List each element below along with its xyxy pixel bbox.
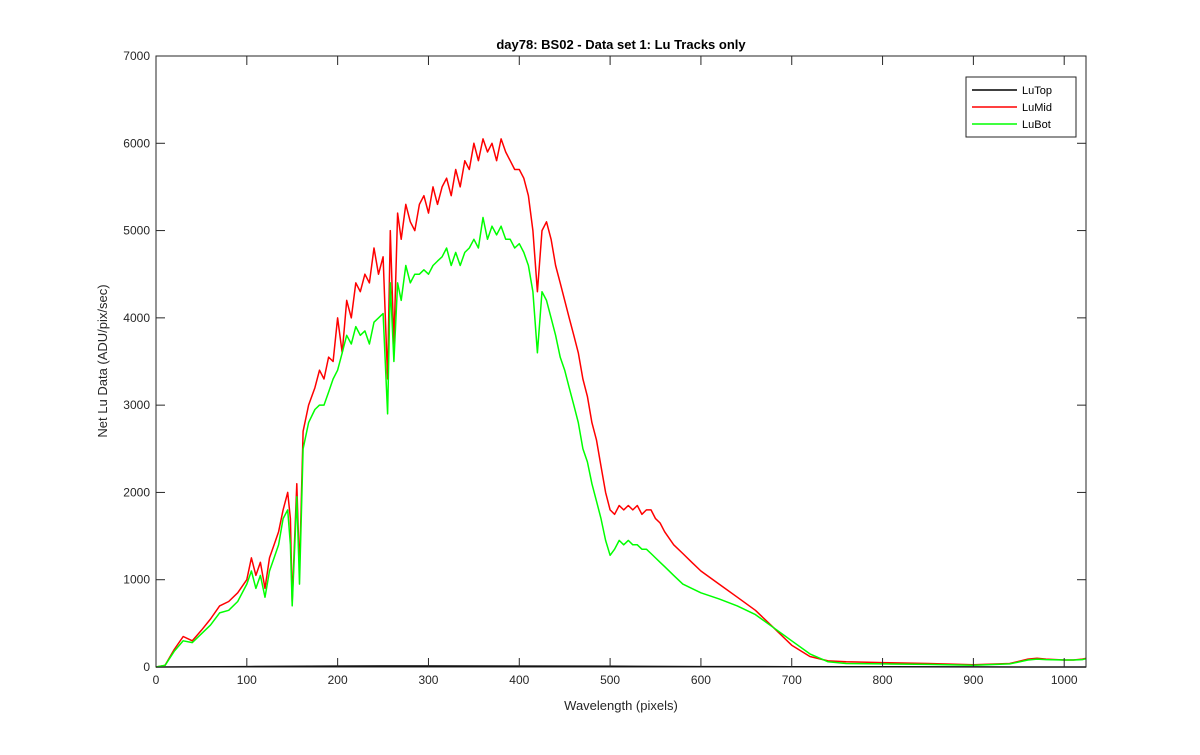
y-tick-label: 7000 <box>123 49 150 63</box>
axes-box <box>155 55 1087 668</box>
y-tick-label: 2000 <box>123 485 150 499</box>
x-tick-label: 600 <box>691 673 711 687</box>
x-tick-label: 100 <box>237 673 257 687</box>
y-tick-label: 5000 <box>123 224 150 238</box>
x-tick-label: 500 <box>600 673 620 687</box>
x-tick-label: 0 <box>153 673 160 687</box>
x-axis-label: Wavelength (pixels) <box>564 698 678 713</box>
plot-background <box>156 56 1086 667</box>
chart-title: day78: BS02 - Data set 1: Lu Tracks only <box>496 37 746 52</box>
x-tick-label: 700 <box>782 673 802 687</box>
y-tick-label: 4000 <box>123 311 150 325</box>
legend: LuTop LuMid LuBot <box>965 76 1077 138</box>
y-tick-label: 3000 <box>123 398 150 412</box>
x-tick-label: 300 <box>418 673 438 687</box>
y-tick-label: 6000 <box>123 136 150 150</box>
legend-label-lumid: LuMid <box>1022 102 1052 114</box>
legend-label-lutop: LuTop <box>1022 85 1052 97</box>
y-tick-label: 0 <box>143 660 150 674</box>
legend-label-lubot: LuBot <box>1022 119 1051 131</box>
y-axis: 0 1000 2000 3000 4000 5000 6000 7000 <box>123 49 1086 674</box>
x-axis: 0 100 200 300 400 500 600 700 800 900 1000 <box>153 56 1078 687</box>
x-tick-label: 200 <box>328 673 348 687</box>
x-tick-label: 1000 <box>1051 673 1078 687</box>
x-tick-label: 400 <box>509 673 529 687</box>
series-line-lubot <box>155 216 1087 668</box>
y-axis-label: Net Lu Data (ADU/pix/sec) <box>95 284 110 437</box>
x-tick-label: 800 <box>873 673 893 687</box>
y-tick-label: 1000 <box>123 573 150 587</box>
x-tick-label: 900 <box>963 673 983 687</box>
